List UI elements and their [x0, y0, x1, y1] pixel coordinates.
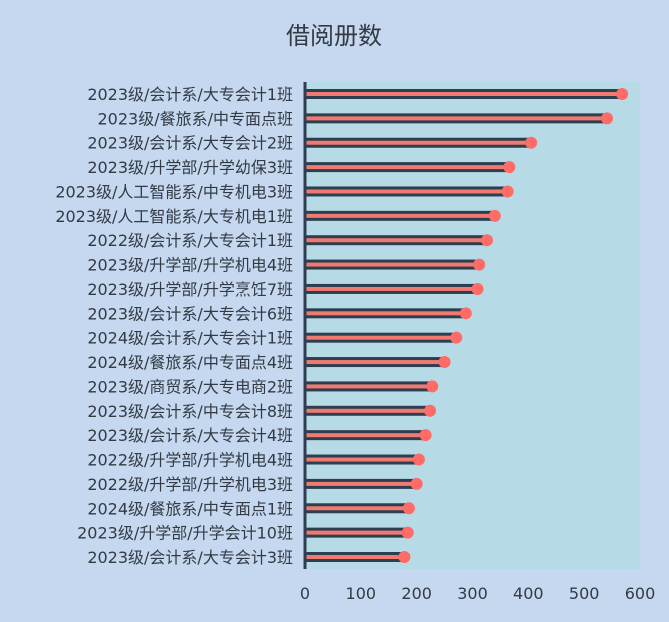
bar-item [305, 502, 415, 515]
bar-item [305, 112, 614, 125]
category-label: 2023级/会计系/大专会计2班 [87, 134, 293, 153]
bar-item [305, 161, 516, 174]
bar-highlight [305, 238, 488, 243]
category-label: 2023级/升学部/升学机电4班 [87, 256, 293, 275]
bar-highlight [305, 262, 480, 267]
bar-end-marker [616, 88, 629, 100]
bar-end-marker [398, 551, 411, 563]
bar-item [305, 234, 494, 247]
category-labels: 2023级/会计系/大专会计1班 2023级/餐旅系/中专面点班 2023级/会计系… [55, 85, 293, 567]
bar-end-marker [459, 307, 472, 320]
bar-highlight [305, 335, 457, 340]
bar-item [305, 209, 501, 222]
chart-title: 借阅册数 [286, 22, 382, 50]
bar-end-marker [450, 331, 463, 344]
bar-item [305, 282, 484, 295]
category-label: 2023级/人工智能系/中专机电3班 [55, 182, 293, 201]
bar-end-marker [410, 477, 423, 490]
bar-end-marker [473, 258, 486, 271]
category-label: 2022级/升学部/升学机电4班 [87, 451, 293, 470]
bar-highlight [305, 555, 405, 559]
bar-end-marker [424, 404, 437, 417]
bar-end-marker [501, 185, 514, 198]
bars-group [305, 88, 629, 563]
bar-item [305, 356, 451, 369]
bar-highlight [305, 286, 478, 291]
category-label: 2023级/会计系/大专会计6班 [87, 304, 293, 323]
x-tick-label: 400 [513, 584, 544, 603]
bar-end-marker [401, 526, 414, 539]
category-label: 2023级/会计系/大专会计3班 [87, 548, 293, 567]
bar-end-marker [601, 112, 614, 125]
bar-highlight [305, 530, 408, 535]
category-label: 2023级/人工智能系/大专机电1班 [55, 207, 293, 226]
bar-highlight [305, 189, 508, 194]
bar-item [305, 404, 437, 417]
bar-highlight [305, 213, 495, 218]
bar-item [305, 477, 423, 490]
category-label: 2023级/升学部/升学会计10班 [77, 524, 293, 543]
category-label: 2023级/商贸系/大专电商2班 [87, 377, 293, 396]
bar-highlight [305, 506, 409, 511]
bar-item [305, 88, 629, 100]
x-tick-label: 600 [625, 584, 656, 603]
category-label: 2023级/升学部/升学幼保3班 [87, 158, 293, 177]
bar-end-marker [503, 161, 516, 174]
bar-highlight [305, 140, 532, 145]
bar-item [305, 136, 538, 149]
bar-item [305, 185, 514, 198]
bar-highlight [305, 481, 417, 486]
bar-item [305, 380, 439, 393]
bar-item [305, 551, 411, 563]
bar-item [305, 453, 425, 466]
bar-highlight [305, 92, 623, 96]
bar-end-marker [426, 380, 439, 393]
x-tick-label: 200 [401, 584, 432, 603]
bar-highlight [305, 165, 510, 170]
x-tick-label: 500 [569, 584, 600, 603]
bar-item [305, 331, 463, 344]
category-label: 2024级/餐旅系/中专面点4班 [87, 353, 293, 372]
bar-end-marker [525, 136, 538, 149]
category-label: 2023级/会计系/中专会计8班 [87, 402, 293, 421]
category-label: 2023级/会计系/大专会计4班 [87, 426, 293, 445]
bar-end-marker [471, 282, 484, 295]
bar-end-marker [488, 209, 501, 222]
bar-end-marker [402, 502, 415, 515]
x-tick-labels: 0 100 200 300 400 500 600 [300, 584, 655, 603]
bar-end-marker [412, 453, 425, 466]
bar-end-marker [419, 429, 432, 442]
x-tick-label: 100 [346, 584, 377, 603]
plot-area [305, 82, 640, 569]
bar-highlight [305, 116, 608, 121]
bar-item [305, 258, 486, 271]
category-label: 2024级/餐旅系/中专面点1班 [87, 499, 293, 518]
bar-highlight [305, 457, 419, 462]
bar-end-marker [438, 356, 451, 369]
bar-item [305, 307, 472, 320]
category-label: 2022级/会计系/大专会计1班 [87, 231, 293, 250]
category-label: 2022级/升学部/升学机电3班 [87, 475, 293, 494]
x-tick-label: 300 [457, 584, 488, 603]
category-label: 2024级/会计系/大专会计1班 [87, 329, 293, 348]
x-tick-label: 0 [300, 584, 310, 603]
bar-highlight [305, 408, 431, 413]
category-label: 2023级/会计系/大专会计1班 [87, 85, 293, 104]
bar-highlight [305, 384, 433, 389]
bar-highlight [305, 311, 466, 316]
bar-end-marker [481, 234, 494, 247]
bar-highlight [305, 433, 426, 438]
bar-item [305, 429, 432, 442]
category-label: 2023级/餐旅系/中专面点班 [97, 109, 293, 128]
category-label: 2023级/升学部/升学烹饪7班 [87, 280, 293, 299]
bar-highlight [305, 360, 445, 365]
bar-item [305, 526, 414, 539]
